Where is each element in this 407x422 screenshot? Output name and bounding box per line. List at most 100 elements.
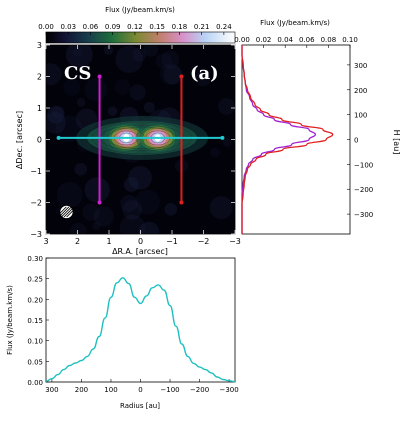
beam-hatch-line [55, 206, 67, 218]
profile-x-tick-label: −200 [190, 386, 209, 394]
noise-patch [123, 177, 139, 193]
noise-patch [143, 45, 159, 57]
noise-patch [159, 63, 182, 85]
colorbar-tick-label: 0.09 [105, 23, 121, 31]
colorbar-ticks [45, 32, 225, 35]
noise-patch [195, 71, 211, 87]
profile-y-label: Flux (Jy/beam.km/s) [6, 285, 14, 355]
noise-patch [209, 196, 233, 220]
profile-x-tick-label: −100 [160, 386, 179, 394]
map-y-tick-label: 3 [37, 41, 42, 50]
colorbar-tick-label: 0.12 [127, 23, 143, 31]
colorbar-tick-label: 0.03 [60, 23, 76, 31]
map-y-tick-label: −3 [30, 230, 42, 239]
cut-end [179, 74, 184, 79]
noise-patch [115, 45, 143, 73]
colorbar-tick-label: 0.24 [216, 23, 232, 31]
side-y-tick-label: −200 [354, 186, 373, 194]
profile-x-tick-label: 300 [45, 386, 58, 394]
noise-patch [107, 106, 118, 116]
side-y-tick-label: 100 [354, 112, 367, 120]
map-x-tick-label: 2 [75, 237, 80, 246]
map-y-tick-label: 0 [37, 136, 42, 145]
beam-hatch-line [61, 206, 72, 218]
map-y-tick-label: 1 [37, 104, 42, 113]
profile-x-tick-label: 100 [104, 386, 117, 394]
noise-patch [222, 137, 232, 147]
cut-end [56, 135, 61, 140]
profile-y-tick-label: 0.10 [27, 338, 43, 346]
noise-patch [65, 45, 93, 68]
noise-patch [119, 214, 146, 234]
colorbar-title: Flux (Jy/beam.km/s) [105, 6, 175, 14]
map-x-tick-label: −3 [229, 237, 241, 246]
colorbar-tick-labels: 0.00 0.03 0.06 0.09 0.12 0.15 0.18 0.21 0.24 [38, 23, 232, 31]
noise-patch [74, 162, 88, 176]
side-x-tick-label: 0.08 [321, 36, 337, 44]
cut-end [97, 74, 102, 79]
noise-patch [76, 98, 86, 107]
noise-patch [218, 98, 235, 115]
side-y-tick-label: 0 [354, 137, 358, 145]
colorbar-tick-label: 0.18 [172, 23, 188, 31]
noise-patch [163, 65, 183, 85]
side-y-tick-label: −100 [354, 161, 373, 169]
noise-patch [135, 189, 160, 215]
colorbar-tick-label: 0.06 [83, 23, 99, 31]
side-series-line [241, 44, 334, 234]
cut-end [179, 200, 184, 205]
side-x-tick-label: 0.06 [299, 36, 315, 44]
noise-patch [63, 78, 81, 96]
noise-patch [93, 206, 114, 227]
noise-patch [82, 203, 100, 221]
colorbar-tick-label: 0.00 [38, 23, 54, 31]
cut-end [97, 200, 102, 205]
side-series-line [241, 44, 317, 234]
map-y-tick-label: −1 [30, 167, 42, 176]
noise-patch [164, 203, 178, 216]
profile-x-tick-label: 0 [138, 386, 142, 394]
noise-patch [161, 50, 180, 69]
beam-hatch-line [63, 206, 75, 218]
map-y-tick-label: −2 [30, 199, 42, 208]
panel-label: (a) [190, 63, 219, 84]
noise-patch [69, 222, 87, 234]
profile-ticks: 300 200 100 0 −100 −200 −300 0.00 0.05 0.10 0.15 0.… [27, 255, 238, 394]
profile-y-tick-label: 0.20 [27, 296, 43, 304]
noise-patch [129, 84, 146, 101]
profile-x-tick-label: 200 [75, 386, 88, 394]
noise-patch [92, 221, 101, 230]
colorbar [45, 31, 236, 44]
profile-x-label: Radius [au] [120, 402, 160, 410]
noise-patch [189, 65, 202, 77]
noise-patch [155, 53, 172, 70]
noise-patch [103, 45, 114, 55]
side-curves [241, 44, 334, 234]
map-x-tick-label: 1 [106, 237, 111, 246]
map-y-tick-label: 2 [37, 73, 42, 82]
noise-patch [51, 105, 65, 119]
profile-y-tick-label: 0.25 [27, 276, 43, 284]
map-ticks: 3 2 1 0 −1 −2 −3 −3 −2 −1 0 1 2 3 [30, 41, 241, 246]
side-y-tick-label: 300 [354, 62, 367, 70]
beam-hatch-line [66, 206, 77, 218]
colorbar-tick-label: 0.21 [194, 23, 210, 31]
beam-hatch [55, 206, 77, 218]
map-x-tick-label: 0 [138, 237, 143, 246]
noise-patch [46, 112, 66, 134]
profile-y-tick-label: 0.30 [27, 255, 43, 263]
noise-patch [122, 199, 143, 220]
noise-patch [84, 177, 110, 203]
noise-patch [46, 63, 62, 86]
noise-patch [47, 106, 65, 124]
noise-patch [120, 194, 138, 212]
noise-patch [210, 147, 220, 158]
side-y-tick-label: −300 [354, 211, 373, 219]
noise-patch [128, 165, 152, 190]
map-x-label: ΔR.A. [arcsec] [112, 247, 168, 256]
side-y-tick-label: 200 [354, 87, 367, 95]
side-ticks: 0.00 0.02 0.04 0.06 0.08 0.10 −300 −200 −100 0 100… [234, 36, 373, 219]
profile-x-tick-label: −300 [219, 386, 238, 394]
beam-hatch-line [58, 206, 70, 218]
